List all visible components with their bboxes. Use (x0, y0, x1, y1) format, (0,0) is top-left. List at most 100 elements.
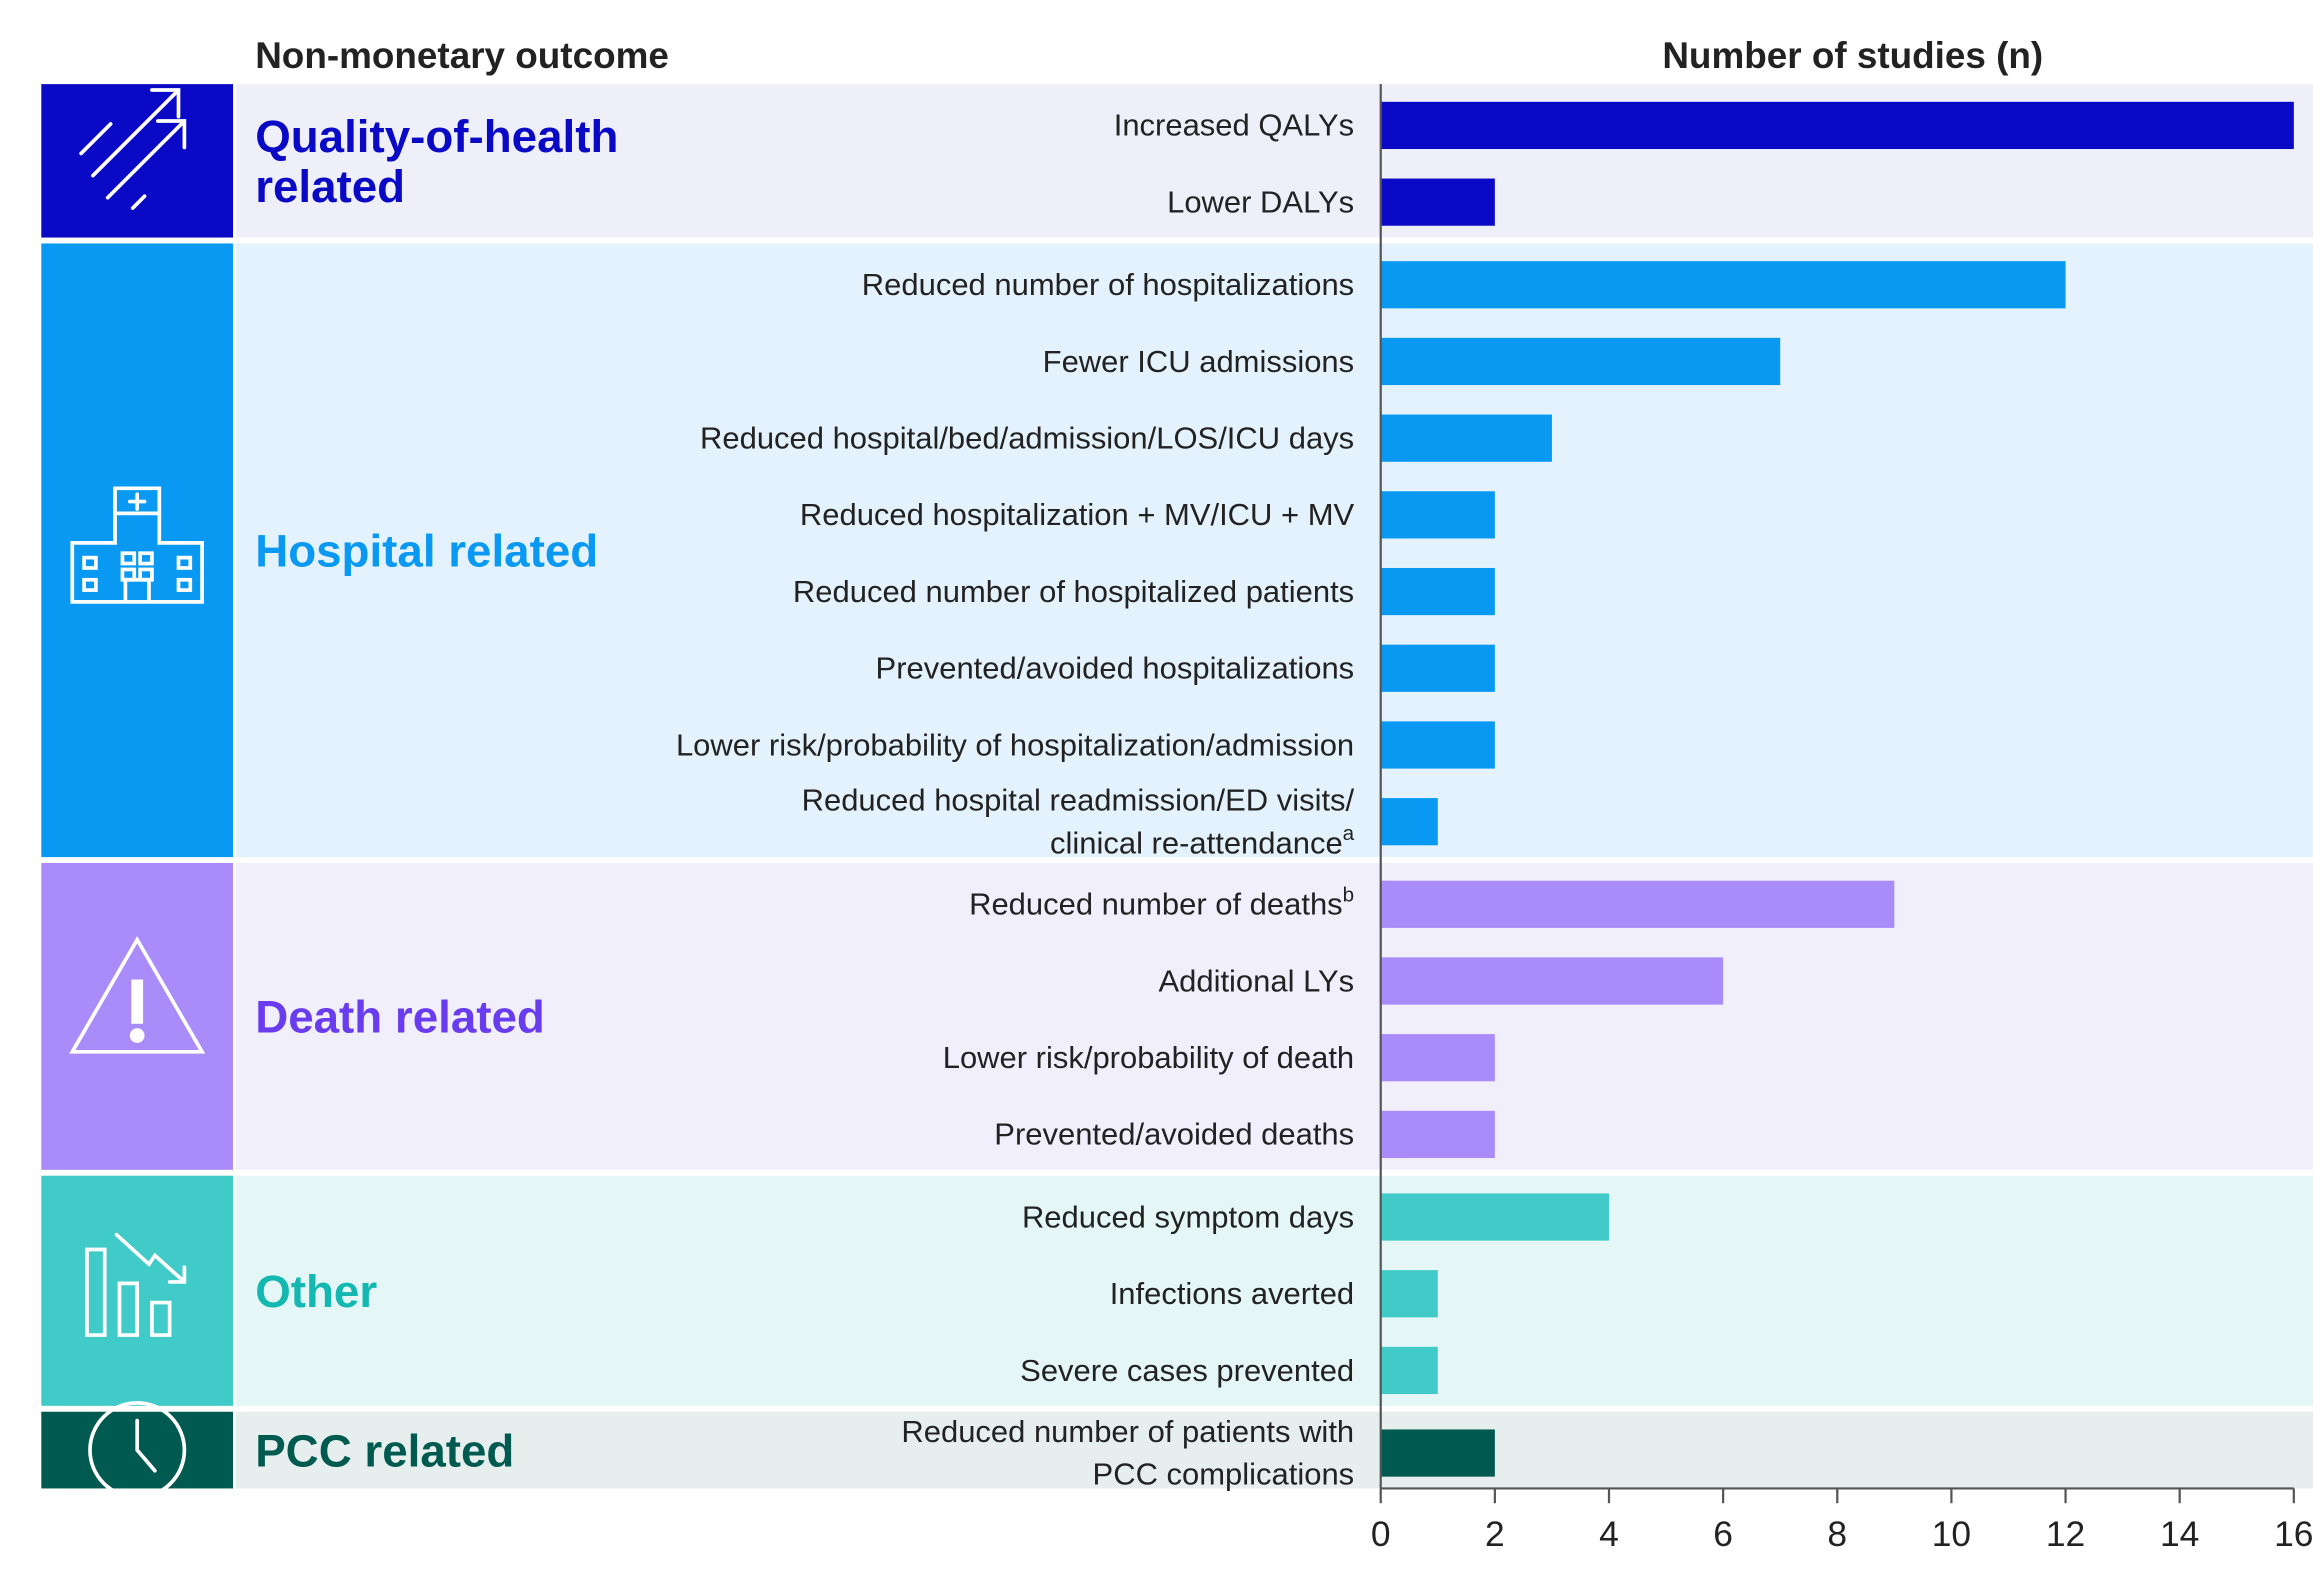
icon-window (120, 567, 137, 582)
icon-stroke (130, 194, 147, 210)
category-label-text: Lower DALYs (1167, 184, 1354, 219)
icon-window (82, 577, 98, 592)
x-tick-label: 0 (1371, 1514, 1391, 1554)
category-label: Reduced hospital/bed/admission/LOS/ICU d… (700, 420, 1354, 455)
category-label: clinical re-attendancea (1050, 822, 1355, 860)
bar (1380, 798, 1438, 846)
group-icon-box (41, 84, 234, 238)
category-label: PCC complications (1093, 1457, 1355, 1492)
category-label: Reduced symptom days (1022, 1199, 1354, 1234)
category-label: Reduced hospitalization + MV/ICU + MV (800, 497, 1355, 532)
x-tick-label: 4 (1599, 1514, 1619, 1554)
group-icon (85, 1232, 187, 1337)
icon-window (138, 567, 154, 582)
category-label: Prevented/avoided deaths (994, 1117, 1354, 1152)
category-label: Reduced number of deathsb (969, 883, 1354, 921)
category-label: Reduced number of hospitalized patients (793, 574, 1354, 609)
group-background (236, 1175, 2313, 1406)
group-background (236, 862, 2313, 1170)
icon-stroke (85, 1247, 172, 1337)
category-label-text: Fewer ICU admissions (1043, 344, 1355, 379)
category-label-text: Increased QALYs (1114, 108, 1354, 143)
bar (1380, 491, 1495, 539)
category-label: Increased QALYs (1114, 108, 1354, 143)
icon-stroke (113, 486, 162, 516)
icon-window (176, 555, 193, 570)
icon-window (120, 551, 137, 566)
group-icon-box (41, 243, 234, 858)
category-label: Prevented/avoided hospitalizations (876, 651, 1355, 686)
footnote-mark: a (1343, 822, 1355, 845)
category-label: Reduced number of hospitalizations (862, 267, 1354, 302)
bar (1380, 178, 1495, 226)
category-label-text: Reduced symptom days (1022, 1199, 1354, 1234)
category-label-text: Additional LYs (1158, 963, 1354, 998)
category-label-text: Reduced number of hospitalized patients (793, 574, 1354, 609)
category-label-text: Reduced number of patients with (901, 1414, 1354, 1449)
x-tick-label: 8 (1827, 1514, 1847, 1554)
bar (1380, 644, 1495, 692)
category-label: Lower DALYs (1167, 184, 1354, 219)
bar (1380, 721, 1495, 769)
x-tick-label: 14 (2160, 1514, 2199, 1554)
bar (1380, 1034, 1495, 1082)
category-label: Lower risk/probability of hospitalizatio… (676, 727, 1354, 762)
category-label: Fewer ICU admissions (1043, 344, 1355, 379)
group-background (236, 243, 2313, 858)
icon-window (82, 555, 98, 570)
group-icon (69, 936, 206, 1054)
icon-window (176, 577, 193, 592)
x-axis-label: Number of studies (n) (1662, 35, 2043, 76)
category-label-text: Reduced hospital/bed/admission/LOS/ICU d… (700, 420, 1354, 455)
group-name: Other (255, 1266, 377, 1317)
group-name: Quality-of-health (255, 111, 618, 162)
bar (1380, 414, 1552, 462)
x-tick-label: 16 (2274, 1514, 2313, 1554)
category-label: Lower risk/probability of death (943, 1040, 1354, 1075)
icon-stroke (69, 936, 206, 1054)
bar (1380, 957, 1724, 1005)
group-background (236, 1411, 2313, 1489)
bar (1380, 337, 1781, 386)
category-label-text: clinical re-attendance (1050, 825, 1343, 860)
x-tick-label: 12 (2046, 1514, 2085, 1554)
icon-stroke (79, 122, 113, 156)
category-label: Severe cases prevented (1020, 1353, 1354, 1388)
bar (1380, 1346, 1438, 1395)
icon-dot (129, 1028, 145, 1043)
group-name: Death related (255, 992, 545, 1043)
category-label-text: Severe cases prevented (1020, 1353, 1354, 1388)
group-name: Hospital related (255, 525, 598, 576)
bar (1380, 1429, 1495, 1477)
category-label-text: Reduced number of deaths (969, 887, 1343, 922)
category-label: Reduced number of patients with (901, 1414, 1354, 1449)
group-icon (70, 486, 204, 604)
x-tick-label: 6 (1713, 1514, 1733, 1554)
category-label: Additional LYs (1158, 963, 1354, 998)
category-label-text: Reduced number of hospitalizations (862, 267, 1354, 302)
icon-stroke (135, 1418, 157, 1473)
icon-stroke (127, 492, 147, 511)
category-label-text: PCC complications (1093, 1457, 1355, 1492)
x-tick-label: 2 (1485, 1514, 1505, 1554)
icon-stroke (105, 119, 187, 200)
icon-mark (131, 979, 144, 1024)
group-icon (88, 1401, 187, 1500)
bar (1380, 101, 2294, 150)
category-label-text: Prevented/avoided deaths (994, 1117, 1354, 1152)
group-icon (79, 88, 187, 210)
icon-stroke (123, 577, 151, 604)
group-name: related (255, 161, 405, 212)
category-label: Reduced hospital readmission/ED visits/ (802, 783, 1355, 818)
x-tick-label: 10 (1932, 1514, 1971, 1554)
category-label: Infections averted (1110, 1276, 1354, 1311)
category-label-text: Reduced hospital readmission/ED visits/ (802, 783, 1355, 818)
bar (1380, 1110, 1495, 1159)
bar (1380, 567, 1495, 616)
bar (1380, 261, 2066, 309)
icon-stroke (114, 1232, 187, 1284)
category-label-text: Lower risk/probability of hospitalizatio… (676, 727, 1354, 762)
category-label-text: Prevented/avoided hospitalizations (876, 651, 1355, 686)
icon-stroke (91, 88, 181, 178)
